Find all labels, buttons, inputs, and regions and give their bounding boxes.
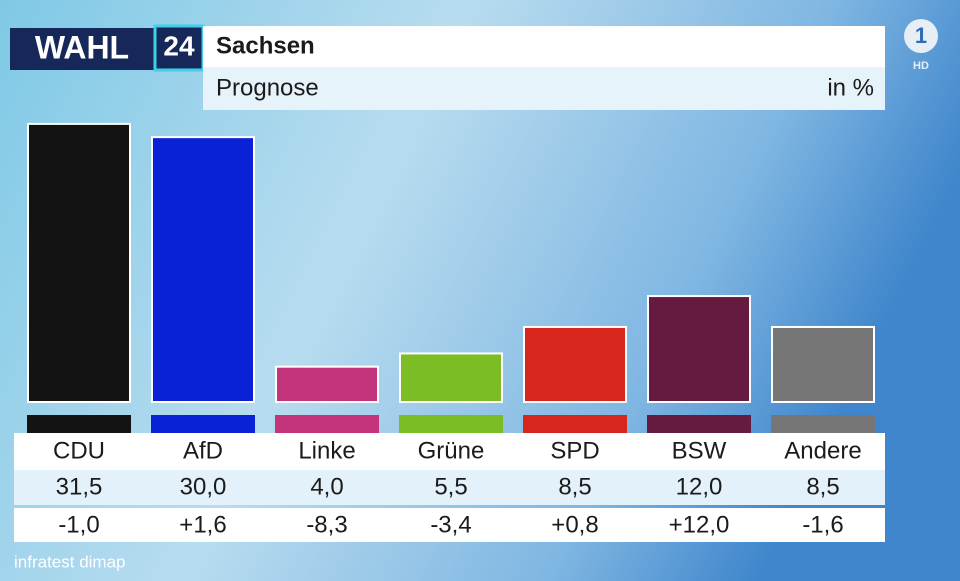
values-row (14, 470, 885, 505)
color-strip (27, 415, 131, 433)
bar (27, 122, 131, 404)
bar (523, 325, 627, 404)
bar (151, 136, 255, 403)
color-strip (275, 415, 379, 433)
channel-label: HD (913, 60, 929, 72)
change-label: +12,0 (669, 511, 730, 538)
color-strip (647, 415, 751, 433)
category-label: Andere (784, 437, 861, 464)
change-label: +0,8 (551, 511, 598, 538)
names-row (14, 433, 885, 470)
channel-logo: 1 HD (904, 19, 938, 72)
category-label: SPD (550, 437, 599, 464)
bar (771, 325, 875, 404)
channel-number: 1 (915, 23, 927, 48)
change-label: -1,6 (802, 511, 843, 538)
wahl-logo: WAHL 24 (10, 24, 205, 72)
value-label: 8,5 (558, 473, 591, 500)
chart-title: Sachsen (216, 32, 315, 59)
bar (275, 365, 379, 403)
chart-subtitle: Prognose (216, 74, 319, 101)
value-label: 5,5 (434, 473, 467, 500)
value-label: 12,0 (676, 473, 723, 500)
change-label: +1,6 (179, 511, 226, 538)
subtitle-bar (203, 67, 885, 110)
channel-circle (904, 19, 938, 53)
change-label: -1,0 (58, 511, 99, 538)
category-label: Linke (298, 437, 355, 464)
source: infratest dimap (14, 552, 126, 571)
category-label: CDU (53, 437, 105, 464)
category-label: AfD (183, 437, 223, 464)
bar (647, 295, 751, 403)
category-label: Grüne (418, 437, 485, 464)
changes-row (14, 508, 885, 542)
value-label: 8,5 (806, 473, 839, 500)
color-strip (771, 415, 875, 433)
logo-number: 24 (163, 30, 195, 61)
color-strip (151, 415, 255, 433)
unit-label: in % (827, 74, 874, 101)
category-label: BSW (672, 437, 727, 464)
change-label: -8,3 (306, 511, 347, 538)
title-bar (203, 26, 885, 67)
color-strip (399, 415, 503, 433)
logo-number-box (153, 24, 205, 72)
logo-word: WAHL (35, 29, 129, 65)
value-label: 30,0 (180, 473, 227, 500)
color-strip (523, 415, 627, 433)
logo-box (10, 28, 154, 70)
change-label: -3,4 (430, 511, 471, 538)
value-label: 31,5 (56, 473, 103, 500)
bar (399, 352, 503, 404)
value-label: 4,0 (310, 473, 343, 500)
